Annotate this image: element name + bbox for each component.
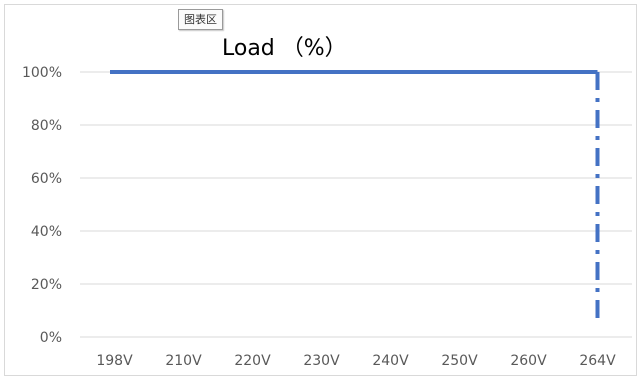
x-tick-label: 220V (234, 353, 271, 369)
y-tick-label: 0% (40, 330, 62, 346)
y-tick-label: 100% (22, 65, 62, 81)
y-tick-label: 40% (31, 224, 62, 240)
x-tick-label: 210V (165, 353, 202, 369)
y-tick-label: 60% (31, 171, 62, 187)
x-tick-label: 260V (510, 353, 547, 369)
y-tick-label: 20% (31, 277, 62, 293)
x-tick-label: 230V (303, 353, 340, 369)
gridlines (80, 71, 632, 338)
x-axis-ticks: 198V 210V 220V 230V 240V 250V 260V 264V (96, 353, 616, 369)
y-tick-label: 80% (31, 118, 62, 134)
x-tick-label: 240V (372, 353, 409, 369)
x-tick-label: 264V (579, 353, 616, 369)
series-load (110, 70, 600, 321)
chart-area[interactable] (4, 4, 637, 376)
x-tick-label: 250V (441, 353, 478, 369)
chart-title: Load （%） (222, 36, 347, 61)
chart-area-tooltip: 图表区 (178, 9, 223, 30)
y-axis-ticks: 0% 20% 40% 60% 80% 100% (22, 65, 62, 346)
x-tick-label: 198V (96, 353, 133, 369)
